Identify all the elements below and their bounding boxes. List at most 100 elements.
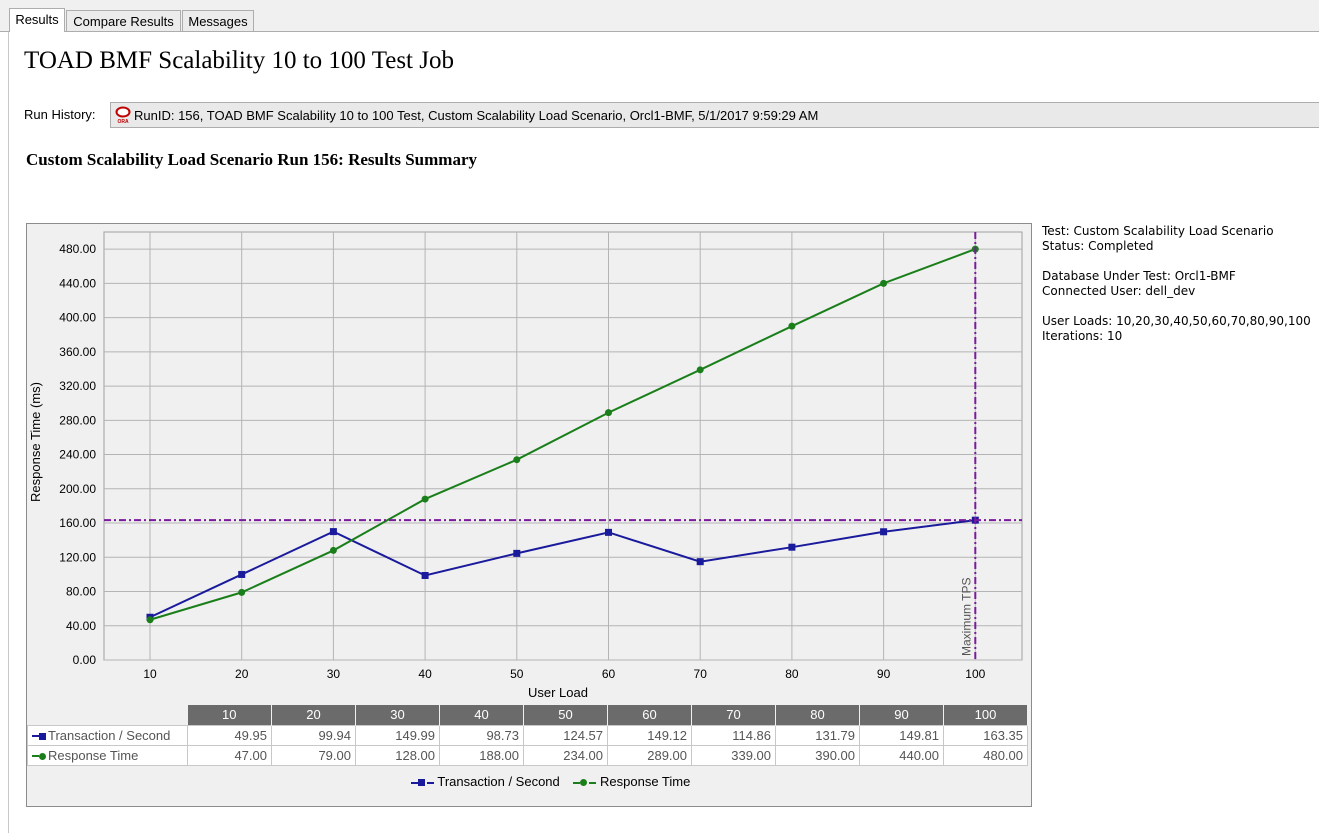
results-summary-title: Custom Scalability Load Scenario Run 156…: [26, 150, 478, 169]
response-point: [421, 495, 429, 503]
legend-item-response[interactable]: Response Time: [573, 774, 690, 789]
response-point: [605, 409, 612, 417]
table-cell: 114.86: [691, 724, 776, 746]
y-tick-label: 0.00: [73, 653, 97, 667]
table-cell: 149.12: [607, 724, 692, 746]
table-cell: 124.57: [523, 724, 608, 746]
x-tick-label: 10: [143, 667, 157, 681]
chart-data-table: 10 20 30 40 50 60 70 80 90 100 Transaction / Seco…: [27, 705, 1028, 766]
table-cell: 47.00: [187, 744, 272, 766]
y-tick-label: 240.00: [59, 448, 96, 462]
table-cell: 149.81: [859, 724, 944, 746]
response-point: [329, 546, 337, 554]
info-test: Test: Custom Scalability Load Scenario: [1042, 224, 1274, 238]
legend-tps-label: Transaction / Second: [437, 774, 560, 789]
x-tick-label: 90: [877, 667, 891, 681]
tps-marker-icon: [39, 732, 46, 740]
table-cell: 289.00: [607, 744, 692, 766]
page-title: TOAD BMF Scalability 10 to 100 Test Job: [24, 47, 454, 74]
max-tps-label: Maximum TPS: [959, 578, 973, 656]
y-tick-label: 80.00: [66, 585, 96, 599]
y-tick-label: 280.00: [59, 413, 96, 427]
chart-legend: Transaction / Second Response Time: [411, 774, 700, 789]
table-cell: 131.79: [775, 724, 860, 746]
row-name-tps: Transaction / Second: [48, 727, 171, 743]
info-status: Status: Completed: [1042, 239, 1154, 253]
y-tick-label: 320.00: [59, 379, 96, 393]
row-label-response: Response Time: [27, 744, 188, 766]
table-cell: 98.73: [439, 724, 524, 746]
test-info-panel: Test: Custom Scalability Load Scenario S…: [1042, 224, 1311, 344]
response-point: [146, 616, 154, 624]
series-line-tps: [149, 519, 976, 619]
chart-panel: 0.00 40.00 80.00 120.00 160.00 200.00 240.00 28…: [26, 223, 1032, 807]
tab-compare-results[interactable]: Compare Results: [66, 10, 181, 31]
table-row-response: Response Time 47.00 79.00 128.00 188.00 234.…: [27, 744, 1028, 766]
tab-messages[interactable]: Messages: [182, 10, 254, 31]
chart-axes: 0.00 40.00 80.00 120.00 160.00 200.00 240.00 28…: [28, 242, 986, 700]
tps-point: [513, 549, 521, 557]
table-header-cell: 40: [439, 705, 524, 725]
table-header-row: 10 20 30 40 50 60 70 80 90 100: [28, 705, 1028, 725]
tab-bar: Results Compare Results Messages: [0, 0, 1319, 32]
tps-point: [238, 570, 246, 578]
tps-point: [880, 528, 888, 536]
run-history-label: Run History:: [24, 107, 96, 122]
y-tick-label: 200.00: [59, 482, 96, 496]
table-cell: 163.35: [943, 724, 1028, 746]
x-tick-label: 100: [965, 667, 985, 681]
x-tick-label: 50: [510, 667, 524, 681]
line-chart: 0.00 40.00 80.00 120.00 160.00 200.00 240.00 28…: [28, 231, 1023, 700]
y-tick-label: 360.00: [59, 345, 96, 359]
table-cell: 440.00: [859, 744, 944, 766]
tps-point: [696, 558, 704, 566]
table-cell: 480.00: [943, 744, 1028, 766]
row-name-response: Response Time: [48, 747, 139, 763]
table-header-cell: 100: [943, 705, 1028, 725]
table-header-cell: 20: [271, 705, 356, 725]
y-tick-label: 160.00: [59, 516, 96, 530]
tps-point: [605, 528, 612, 536]
table-cell: 128.00: [355, 744, 440, 766]
max-tps-markers: Maximum TPS: [104, 232, 1022, 660]
legend-response-label: Response Time: [600, 774, 691, 789]
legend-item-tps[interactable]: Transaction / Second: [411, 774, 560, 789]
table-header-cell: 80: [775, 705, 860, 725]
tps-point: [421, 571, 429, 579]
table-header-cell: 10: [187, 705, 272, 725]
response-point: [880, 279, 888, 287]
tps-point: [329, 528, 337, 536]
run-history-value: RunID: 156, TOAD BMF Scalability 10 to 1…: [134, 108, 819, 123]
info-database: Database Under Test: Orcl1-BMF: [1042, 269, 1236, 283]
response-marker-icon: [39, 752, 46, 760]
response-point: [238, 588, 246, 596]
tps-point: [788, 543, 796, 551]
oracle-db-icon: ORA: [115, 106, 131, 124]
x-tick-label: 40: [418, 667, 432, 681]
x-tick-label: 70: [694, 667, 708, 681]
tab-bar-divider: [0, 31, 1319, 32]
run-history-select[interactable]: ORA RunID: 156, TOAD BMF Scalability 10 …: [110, 102, 1319, 128]
table-cell: 339.00: [691, 744, 776, 766]
info-iterations: Iterations: 10: [1042, 329, 1123, 343]
legend-tps-square-icon: [418, 779, 425, 787]
tab-results[interactable]: Results: [9, 8, 65, 32]
table-cell: 188.00: [439, 744, 524, 766]
table-header-cell: 60: [607, 705, 692, 725]
x-tick-label: 30: [327, 667, 341, 681]
table-cell: 234.00: [523, 744, 608, 766]
table-header-cell: 30: [355, 705, 440, 725]
y-tick-label: 440.00: [59, 276, 96, 290]
response-point: [788, 322, 796, 330]
table-cell: 99.94: [271, 724, 356, 746]
chart-grid: [103, 231, 1023, 661]
table-header-cell: 50: [523, 705, 608, 725]
table-cell: 79.00: [271, 744, 356, 766]
table-header-cell: 70: [691, 705, 776, 725]
plot-area: [103, 231, 1023, 661]
table-corner: [28, 705, 188, 725]
legend-response-dot-icon: [580, 779, 588, 787]
table-cell: 149.99: [355, 724, 440, 746]
y-tick-label: 400.00: [59, 311, 96, 325]
y-tick-label: 480.00: [59, 242, 96, 256]
